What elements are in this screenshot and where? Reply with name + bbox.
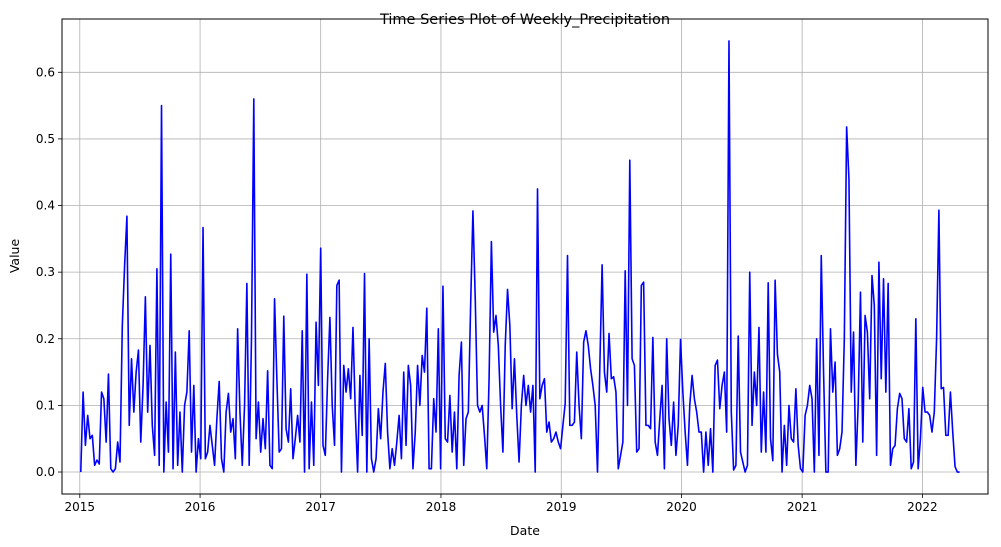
x-tick-label: 2017 <box>305 500 336 514</box>
y-tick-label: 0.4 <box>36 199 55 213</box>
y-tick-label: 0.5 <box>36 132 55 146</box>
x-tick-label: 2020 <box>666 500 697 514</box>
x-axis: 2015 2016 2017 2018 2019 2020 2021 2022 <box>65 494 938 514</box>
x-tick-label: 2019 <box>546 500 577 514</box>
y-tick-label: 0.1 <box>36 398 55 412</box>
plot-frame <box>61 18 989 495</box>
y-tick-label: 0.0 <box>36 465 55 479</box>
series-layer <box>79 40 960 473</box>
series-line <box>79 40 960 473</box>
x-tick-label: 2015 <box>65 500 96 514</box>
x-tick-label: 2021 <box>787 500 818 514</box>
chart-title: Time Series Plot of Weekly_Precipitation <box>379 12 670 28</box>
y-tick-label: 0.3 <box>36 265 55 279</box>
x-axis-label: Date <box>510 523 540 538</box>
y-axis-label: Value <box>7 239 22 274</box>
y-axis: 0.0 0.1 0.2 0.3 0.4 0.5 0.6 <box>36 65 62 479</box>
x-tick-label: 2016 <box>185 500 216 514</box>
y-tick-label: 0.2 <box>36 332 55 346</box>
y-tick-label: 0.6 <box>36 65 55 79</box>
gridlines <box>62 19 988 494</box>
x-tick-label: 2018 <box>426 500 457 514</box>
x-tick-label: 2022 <box>907 500 938 514</box>
